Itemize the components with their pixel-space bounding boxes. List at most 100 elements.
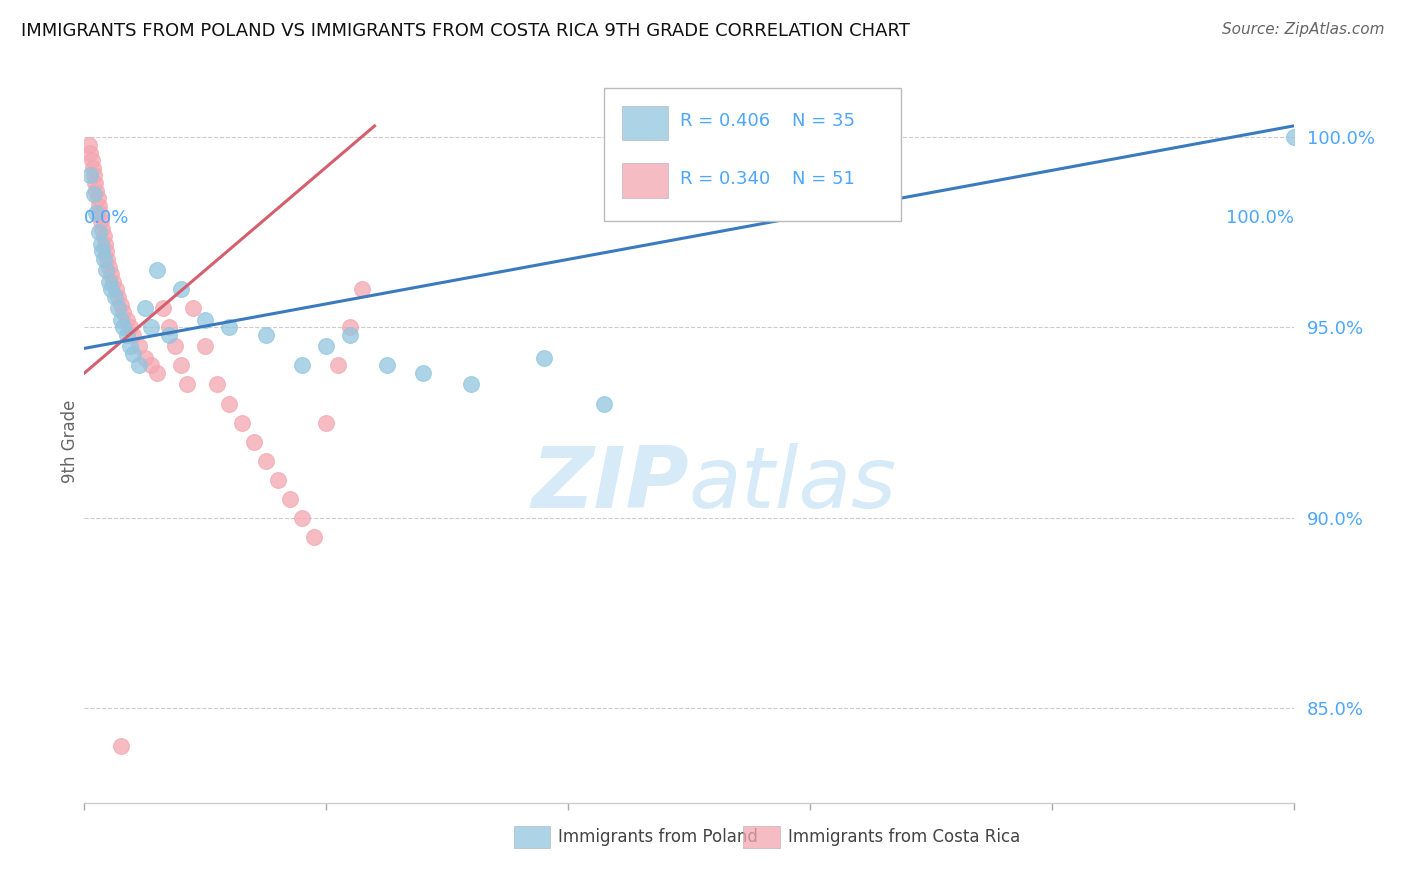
Point [152, 301, 174, 316]
Point [86, 191, 108, 205]
Point [181, 301, 204, 316]
Point [87, 199, 110, 213]
Point [146, 366, 169, 380]
Point [231, 416, 253, 430]
Text: IMMIGRANTS FROM POLAND VS IMMIGRANTS FROM COSTA RICA 9TH GRADE CORRELATION CHART: IMMIGRANTS FROM POLAND VS IMMIGRANTS FRO… [21, 22, 910, 40]
Point [100, 282, 122, 296]
Point [77, 137, 100, 152]
Point [134, 351, 156, 365]
Point [87, 226, 110, 240]
Point [79, 169, 101, 183]
Point [339, 328, 361, 343]
Point [93, 252, 115, 266]
Point [128, 339, 150, 353]
Bar [623, 105, 668, 140]
Point [254, 328, 277, 343]
Point [112, 320, 135, 334]
Point [107, 290, 129, 304]
Point [134, 301, 156, 316]
FancyBboxPatch shape [605, 87, 901, 221]
Point [121, 328, 143, 343]
Point [90, 214, 112, 228]
Point [120, 320, 142, 334]
Point [170, 282, 193, 296]
Point [278, 491, 301, 506]
Point [194, 339, 217, 353]
Point [157, 328, 180, 343]
Point [93, 229, 115, 244]
Text: N = 35: N = 35 [792, 112, 855, 130]
Point [104, 282, 127, 296]
Point [112, 305, 135, 319]
Point [533, 351, 555, 365]
Text: R = 0.340: R = 0.340 [681, 170, 770, 188]
Point [139, 320, 162, 334]
Point [291, 510, 314, 524]
Point [339, 320, 361, 334]
Point [91, 244, 114, 259]
Point [302, 530, 325, 544]
Point [86, 206, 108, 220]
Point [242, 434, 264, 449]
Point [176, 377, 198, 392]
Point [352, 282, 374, 296]
Point [107, 301, 129, 316]
Point [110, 298, 132, 312]
Text: Source: ZipAtlas.com: Source: ZipAtlas.com [1222, 22, 1385, 37]
Point [1282, 130, 1305, 145]
Point [146, 263, 169, 277]
Point [103, 275, 125, 289]
Point [375, 359, 398, 373]
Text: Immigrants from Costa Rica: Immigrants from Costa Rica [789, 828, 1021, 846]
Point [593, 396, 616, 410]
Text: R = 0.406: R = 0.406 [681, 112, 770, 130]
Bar [744, 826, 780, 847]
Point [267, 473, 290, 487]
Point [328, 359, 350, 373]
Point [170, 359, 193, 373]
Point [83, 187, 105, 202]
Point [412, 366, 434, 380]
Point [120, 339, 142, 353]
Point [94, 263, 117, 277]
Point [315, 416, 337, 430]
Point [94, 244, 117, 259]
Point [82, 161, 104, 175]
Point [90, 236, 112, 251]
Point [128, 359, 150, 373]
Point [207, 377, 229, 392]
Point [218, 320, 240, 334]
Point [291, 359, 314, 373]
Point [110, 739, 132, 753]
Point [97, 260, 120, 274]
Text: ZIP: ZIP [531, 443, 689, 526]
Bar [513, 826, 550, 847]
Point [194, 313, 217, 327]
Y-axis label: 9th Grade: 9th Grade [60, 400, 79, 483]
Point [79, 145, 101, 160]
Point [104, 290, 127, 304]
Point [254, 453, 277, 467]
Point [460, 377, 482, 392]
Point [218, 396, 240, 410]
Text: N = 51: N = 51 [792, 170, 855, 188]
Point [89, 206, 111, 220]
Point [100, 267, 122, 281]
Point [315, 339, 337, 353]
Bar [623, 163, 668, 198]
Point [157, 320, 180, 334]
Text: Immigrants from Poland: Immigrants from Poland [558, 828, 758, 846]
Point [110, 313, 132, 327]
Point [115, 328, 138, 343]
Point [84, 176, 107, 190]
Text: 0.0%: 0.0% [84, 209, 129, 227]
Point [80, 153, 103, 168]
Point [96, 252, 118, 266]
Point [97, 275, 120, 289]
Point [139, 359, 162, 373]
Point [115, 313, 138, 327]
Point [86, 184, 108, 198]
Text: 100.0%: 100.0% [1226, 209, 1294, 227]
Point [94, 236, 117, 251]
Point [83, 169, 105, 183]
